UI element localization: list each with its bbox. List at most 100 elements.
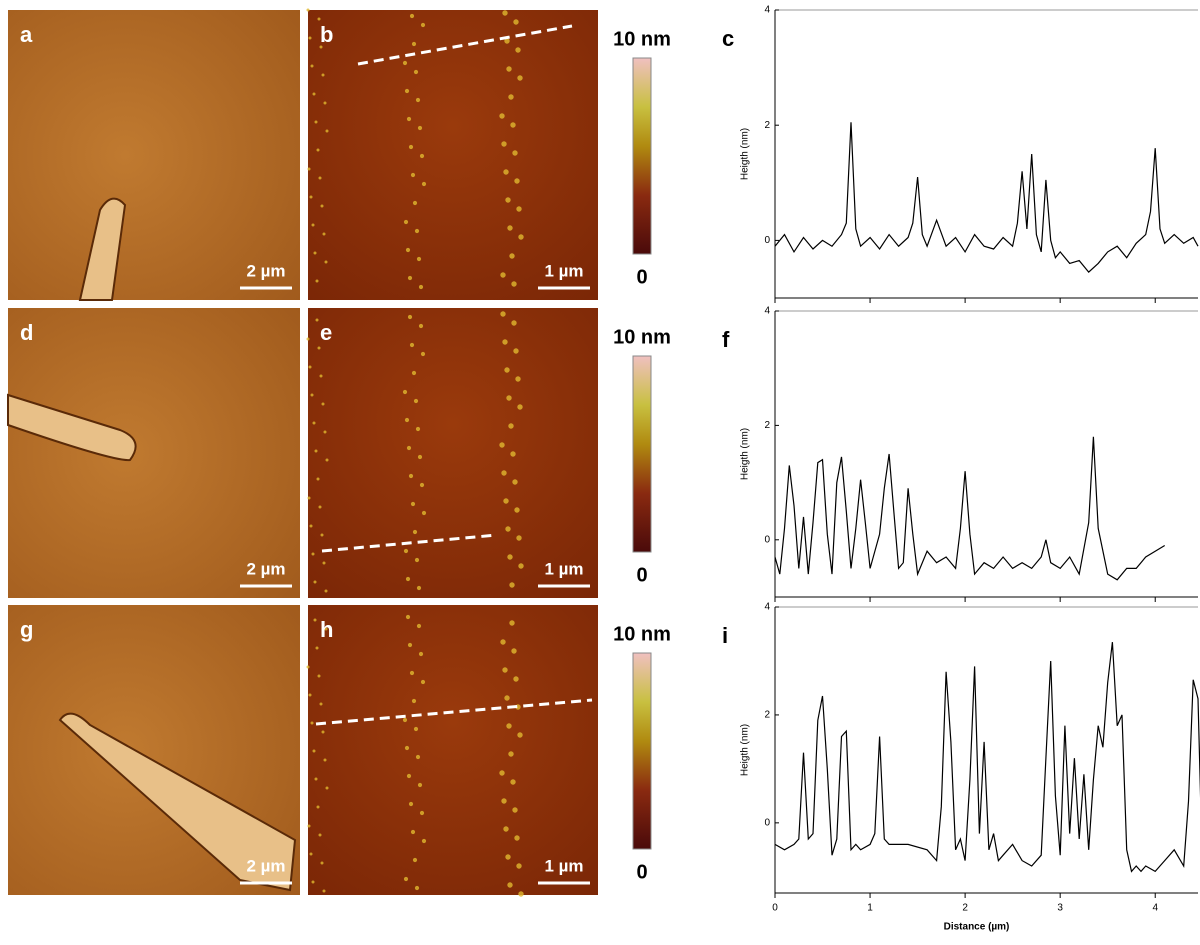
scale-label: 1 µm: [544, 856, 583, 875]
y-tick-label: 0: [764, 817, 770, 828]
speckle: [518, 891, 524, 897]
speckle: [512, 807, 518, 813]
y-tick-label: 4: [764, 306, 770, 317]
speckle: [419, 482, 425, 488]
speckle: [313, 580, 317, 584]
panel-letter: f: [722, 327, 730, 352]
speckle: [502, 339, 508, 345]
speckle: [323, 430, 327, 434]
speckle: [510, 451, 516, 457]
speckle: [322, 561, 326, 565]
speckle: [315, 279, 319, 283]
speckle: [412, 857, 418, 863]
speckle: [513, 348, 519, 354]
speckle: [317, 17, 321, 21]
speckle: [407, 275, 413, 281]
speckle: [321, 402, 325, 406]
speckle: [505, 197, 511, 203]
speckle: [323, 101, 327, 105]
speckle: [501, 141, 507, 147]
speckle: [307, 824, 311, 828]
speckle: [499, 770, 505, 776]
speckle: [417, 454, 423, 460]
speckle: [405, 614, 411, 620]
speckle: [420, 351, 426, 357]
speckle: [309, 524, 313, 528]
speckle: [421, 510, 427, 516]
speckle: [316, 148, 320, 152]
speckle: [312, 92, 316, 96]
speckle: [515, 47, 521, 53]
speckle: [517, 404, 523, 410]
speckle: [412, 200, 418, 206]
speckle: [309, 195, 313, 199]
speckle: [409, 13, 415, 19]
colorbar-top: 10 nm: [613, 28, 671, 50]
speckle: [514, 835, 520, 841]
speckle: [406, 116, 412, 122]
speckle: [418, 284, 424, 290]
x-tick-label: 1: [867, 903, 873, 914]
y-tick-label: 4: [764, 602, 770, 613]
speckle: [509, 253, 515, 259]
speckle: [416, 585, 422, 591]
speckle: [407, 642, 413, 648]
speckle: [506, 723, 512, 729]
speckle: [505, 854, 511, 860]
speckle: [405, 247, 411, 253]
speckle: [511, 320, 517, 326]
speckle: [404, 417, 410, 423]
speckle: [413, 726, 419, 732]
speckle: [309, 852, 313, 856]
speckle: [505, 526, 511, 532]
speckle: [518, 234, 524, 240]
speckle: [306, 665, 310, 669]
speckle: [420, 22, 426, 28]
speckle: [507, 554, 513, 560]
speckle: [512, 479, 518, 485]
speckle: [509, 620, 515, 626]
speckle: [323, 758, 327, 762]
speckle: [420, 679, 426, 685]
speckle: [509, 582, 515, 588]
speckle: [325, 458, 329, 462]
speckle: [310, 393, 314, 397]
speckle: [408, 473, 414, 479]
speckle: [320, 204, 324, 208]
tip-feature: [78, 197, 127, 301]
speckle: [414, 228, 420, 234]
speckle: [411, 698, 417, 704]
speckle: [411, 370, 417, 376]
tip-feature: [58, 712, 297, 892]
speckle: [311, 552, 315, 556]
panel-letter: h: [320, 617, 333, 642]
speckle: [314, 120, 318, 124]
speckle: [403, 548, 409, 554]
speckle: [402, 60, 408, 66]
speckle: [511, 281, 517, 287]
scale-label: 2 µm: [246, 856, 285, 875]
panel-letter: a: [20, 22, 33, 47]
speckle: [499, 113, 505, 119]
speckle: [322, 232, 326, 236]
speckle: [517, 732, 523, 738]
colorbar-top: 10 nm: [613, 326, 671, 348]
speckle: [313, 618, 317, 622]
speckle: [314, 449, 318, 453]
speckle: [511, 648, 517, 654]
y-tick-label: 0: [764, 235, 770, 246]
speckle: [403, 876, 409, 882]
speckle: [517, 75, 523, 81]
speckle: [504, 38, 510, 44]
speckle: [321, 73, 325, 77]
speckle: [317, 674, 321, 678]
speckle: [503, 498, 509, 504]
speckle: [413, 398, 419, 404]
speckle: [324, 260, 328, 264]
speckle: [319, 45, 323, 49]
panel-letter: b: [320, 22, 333, 47]
scale-label: 1 µm: [544, 559, 583, 578]
speckle: [506, 395, 512, 401]
speckle: [325, 786, 329, 790]
speckle: [317, 346, 321, 350]
